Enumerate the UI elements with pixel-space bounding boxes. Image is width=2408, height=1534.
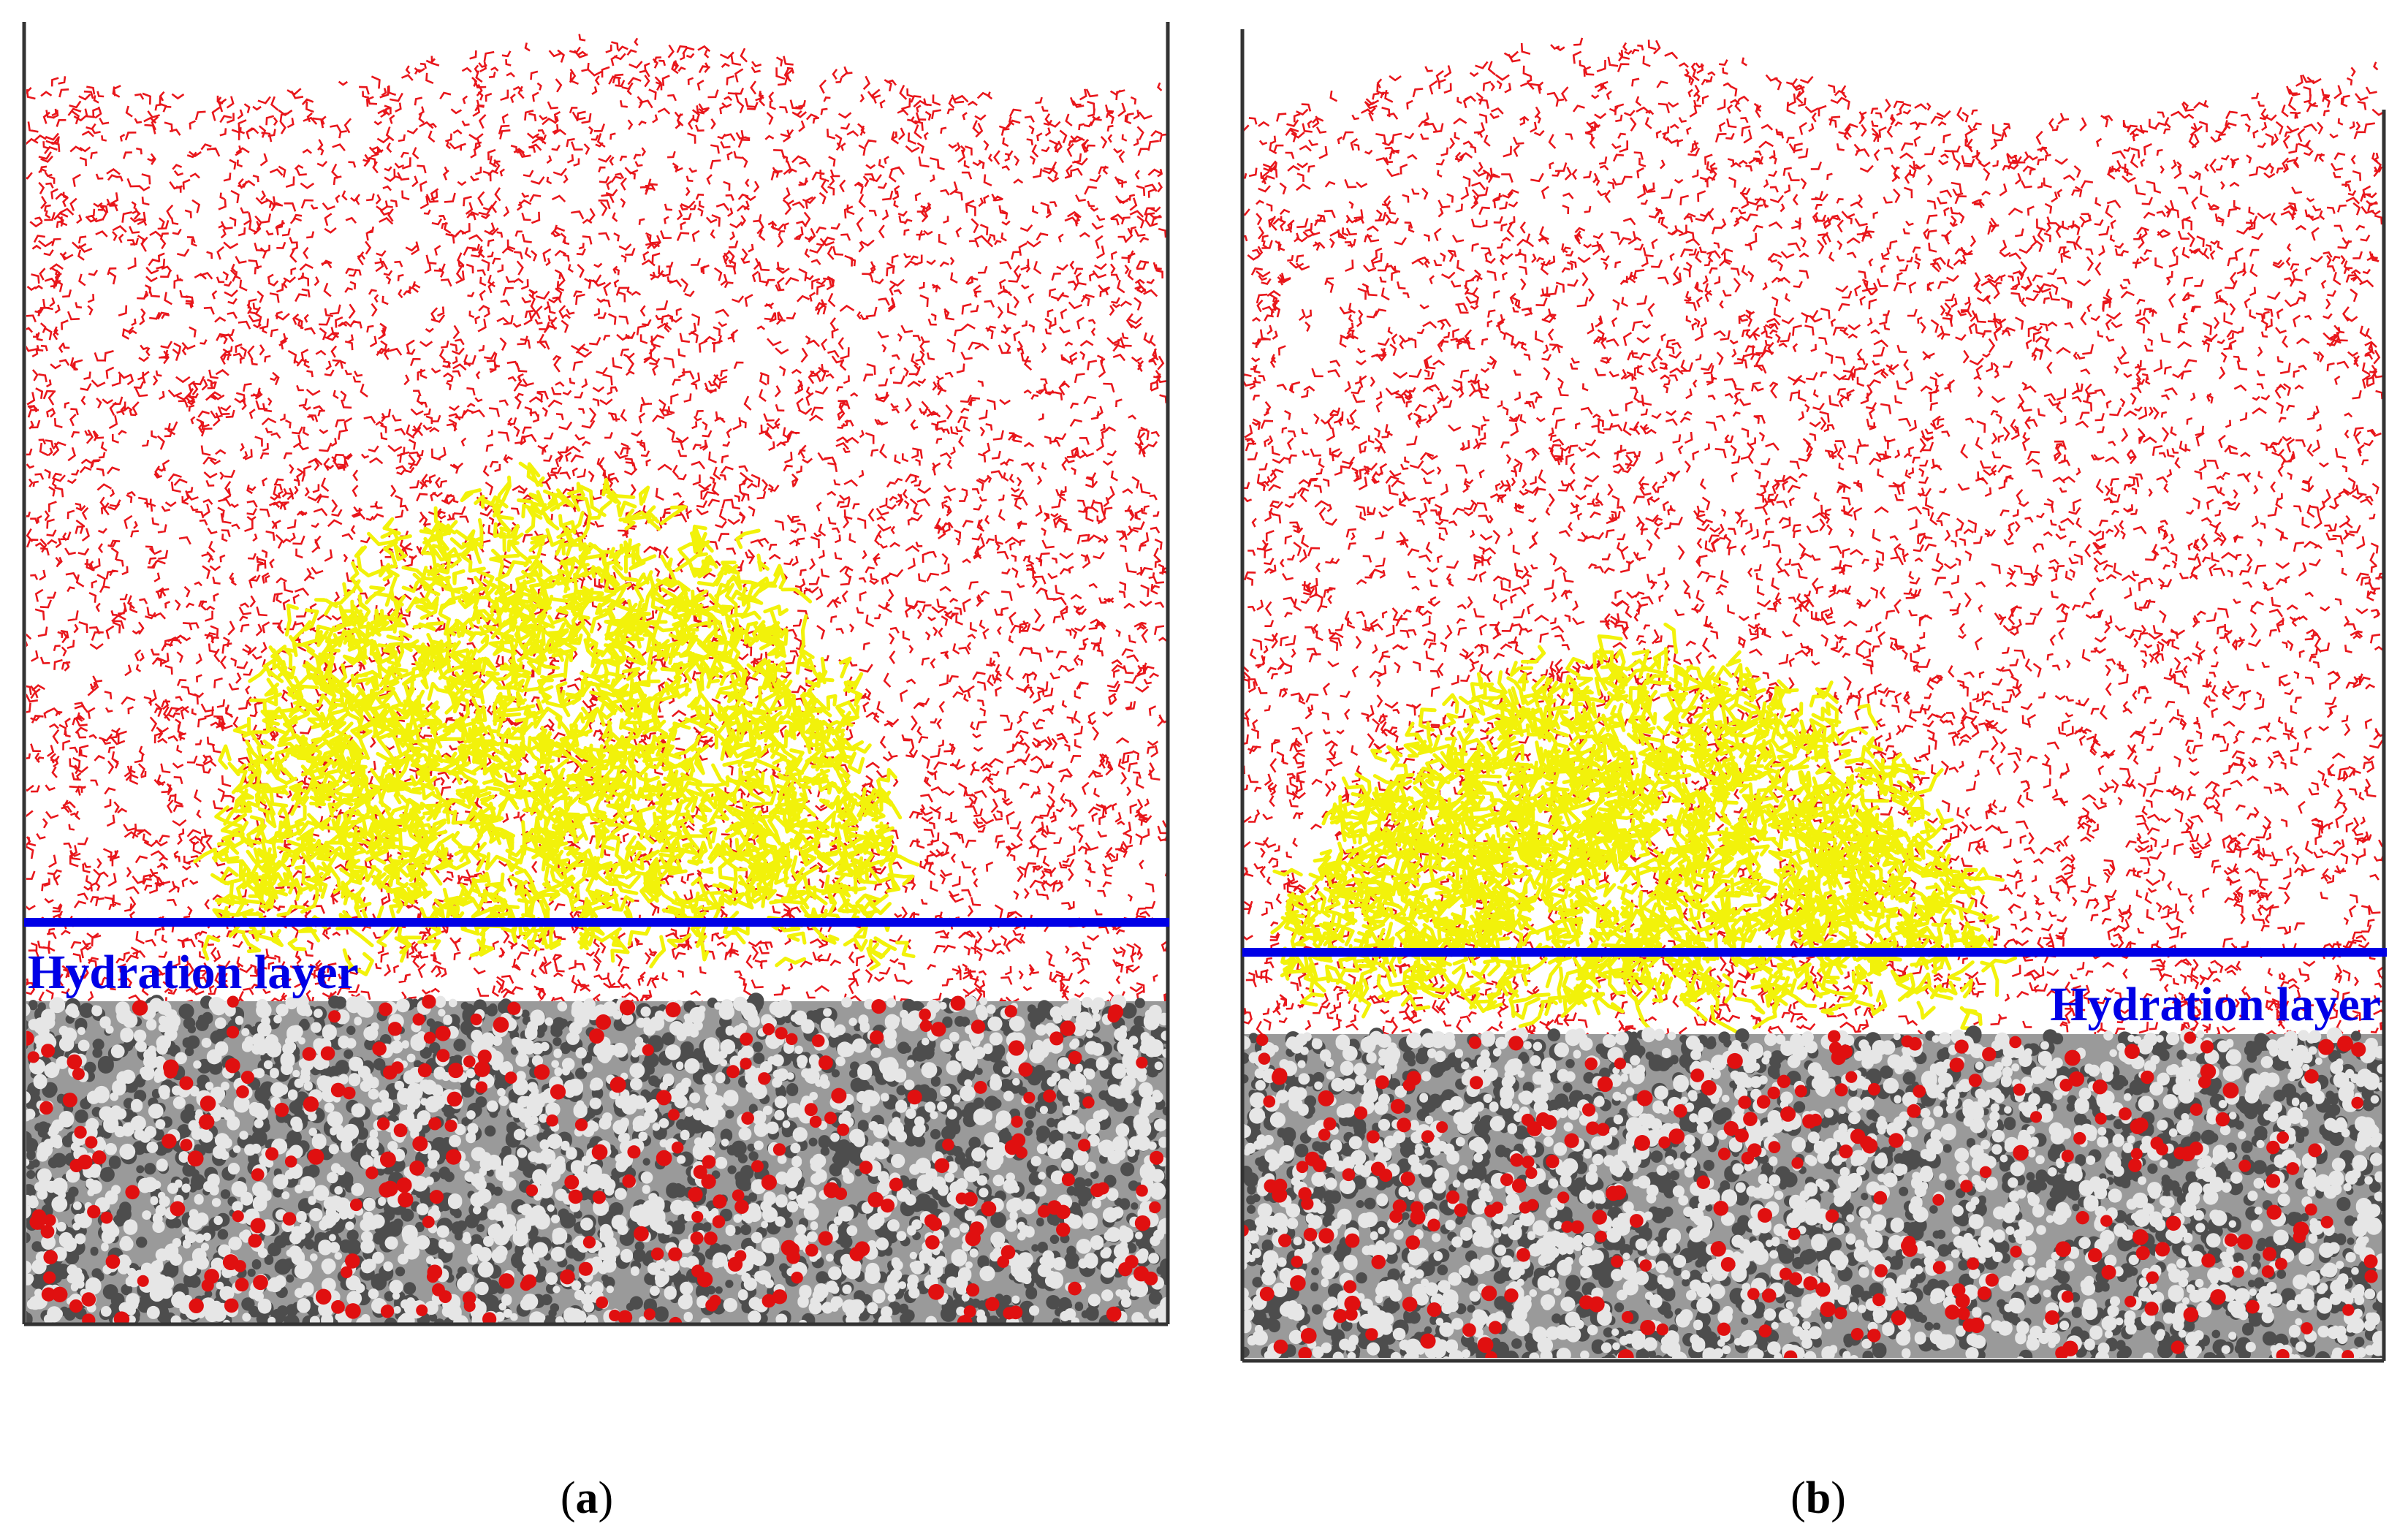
panel-b-substrate (1237, 1025, 2391, 1367)
panel-a-caption: (a) (561, 1473, 613, 1523)
panel-a: Hydration layer (a) (16, 22, 1174, 1523)
panel-a-substrate (16, 992, 1174, 1332)
panel-b-hydration-label: Hydration layer (2050, 978, 2381, 1031)
panel-b: Hydration layer (b) (1237, 29, 2391, 1523)
panel-b-caption: (b) (1790, 1473, 1846, 1523)
panel-a-hydration-label: Hydration layer (28, 946, 359, 999)
